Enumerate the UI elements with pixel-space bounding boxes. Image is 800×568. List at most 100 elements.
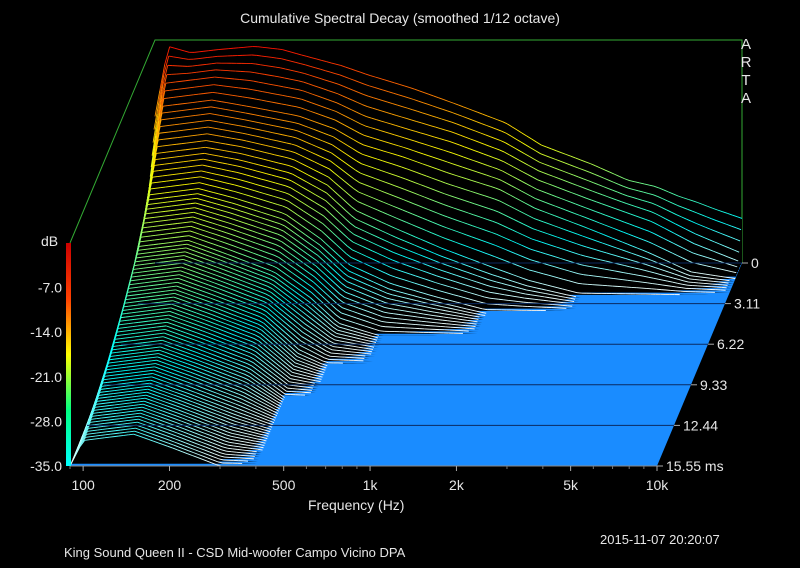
decay-line (371, 217, 377, 221)
decay-line (170, 346, 177, 350)
decay-line (713, 250, 719, 254)
decay-line (152, 247, 158, 249)
decay-line (212, 127, 218, 130)
decay-line (421, 122, 427, 125)
decay-line (261, 206, 268, 209)
decay-line (354, 179, 360, 184)
decay-line (513, 157, 520, 161)
decay-line (419, 284, 425, 287)
decay-line (170, 150, 176, 153)
decay-line (539, 209, 545, 213)
decay-line (221, 101, 227, 104)
decay-line (230, 325, 236, 328)
decay-line (396, 299, 402, 302)
decay-line (159, 315, 165, 317)
decay-line (244, 310, 251, 314)
decay-line (381, 321, 387, 323)
decay-line (385, 272, 391, 276)
decay-line (319, 333, 325, 338)
decay-line (208, 216, 214, 219)
decay-line (259, 400, 265, 404)
decay-line (221, 230, 227, 234)
decay-line (260, 244, 266, 247)
decay-line (143, 370, 149, 372)
decay-line (194, 275, 201, 279)
decay-line (249, 376, 255, 381)
decay-line (163, 318, 169, 320)
decay-line (152, 265, 158, 268)
decay-line (382, 150, 389, 153)
decay-line (153, 101, 160, 130)
decay-line (248, 274, 254, 278)
decay-line (547, 233, 553, 236)
decay-line (128, 375, 134, 378)
decay-line (563, 278, 569, 282)
decay-line (484, 144, 490, 147)
decay-line (395, 125, 401, 128)
decay-line (381, 262, 387, 266)
decay-line (431, 303, 437, 306)
decay-line (557, 177, 564, 181)
decay-line (191, 290, 197, 294)
decay-line (251, 284, 257, 287)
decay-line (504, 203, 510, 207)
decay-line (179, 184, 185, 186)
decay-line (214, 148, 220, 151)
decay-line (272, 232, 279, 235)
decay-line (404, 306, 411, 309)
decay-line (585, 207, 591, 211)
decay-line (433, 315, 439, 317)
decay-line (233, 86, 239, 89)
decay-line (162, 224, 168, 226)
decay-line (246, 174, 252, 177)
decay-line (263, 82, 269, 85)
decay-line (226, 278, 232, 282)
decay-line (225, 206, 231, 209)
decay-line (453, 207, 459, 211)
decay-line (447, 216, 453, 220)
decay-line (138, 249, 144, 251)
decay-line (351, 109, 357, 113)
decay-line (416, 268, 422, 271)
decay-line (448, 100, 454, 104)
decay-line (111, 352, 117, 354)
decay-line (156, 250, 162, 253)
decay-line (338, 326, 344, 329)
decay-line (116, 351, 122, 353)
decay-line (490, 136, 496, 140)
decay-line (293, 129, 299, 132)
decay-line (137, 374, 143, 376)
decay-line (182, 102, 188, 105)
decay-line (492, 166, 498, 170)
decay-line (170, 232, 176, 234)
decay-line (284, 255, 290, 260)
decay-line (382, 255, 388, 259)
decay-line (519, 199, 526, 204)
decay-line (302, 331, 308, 336)
decay-line (225, 109, 231, 111)
decay-line (202, 387, 208, 391)
decay-line (356, 337, 362, 340)
decay-line (362, 246, 368, 250)
decay-line (299, 382, 305, 385)
decay-line (445, 238, 451, 241)
decay-line (170, 209, 176, 212)
decay-line (452, 300, 458, 303)
decay-line (257, 365, 264, 371)
decay-line (313, 128, 319, 132)
decay-line (482, 113, 488, 117)
decay-line (445, 278, 452, 281)
decay-line (224, 346, 230, 350)
decay-line (247, 88, 254, 91)
decay-line (267, 47, 273, 49)
decay-line (161, 379, 167, 383)
decay-line (349, 78, 355, 81)
decay-line (369, 136, 375, 139)
decay-line (163, 138, 169, 140)
decay-line (293, 166, 299, 171)
decay-line (234, 184, 240, 187)
decay-line (200, 203, 206, 207)
decay-line (190, 225, 196, 229)
decay-line (129, 356, 135, 358)
decay-line (392, 259, 398, 263)
